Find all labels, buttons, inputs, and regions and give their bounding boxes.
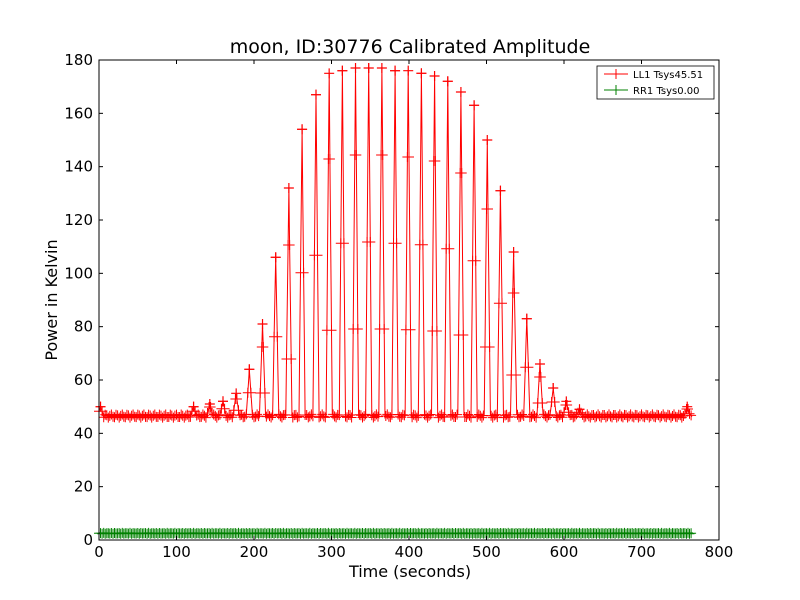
x-tick-label: 700 xyxy=(627,543,656,561)
series-ll1-peak xyxy=(376,63,387,73)
x-tick-label: 500 xyxy=(472,543,501,561)
series-ll1-peak xyxy=(482,135,493,145)
y-tick-label: 60 xyxy=(74,371,93,389)
x-tick-label: 300 xyxy=(317,543,346,561)
y-tick-label: 100 xyxy=(64,264,93,282)
series-ll1-peak xyxy=(324,68,335,79)
series-ll1-peak xyxy=(270,252,281,263)
series-ll1-peak xyxy=(548,383,559,393)
series-ll1-peak xyxy=(188,401,199,412)
y-axis-label: Power in Kelvin xyxy=(42,239,61,360)
series-ll1-peak xyxy=(442,76,453,87)
x-tick-label: 400 xyxy=(395,543,424,561)
series-ll1-peak xyxy=(218,396,228,407)
series-ll1-peak xyxy=(95,401,106,412)
series-layer xyxy=(94,63,697,539)
series-ll1-peak xyxy=(350,63,361,73)
y-tick-label: 180 xyxy=(64,51,93,69)
series-ll1-peak xyxy=(682,401,693,412)
legend-marker-ll1 xyxy=(611,69,621,79)
x-tick-label: 0 xyxy=(94,543,104,561)
x-tick-label: 800 xyxy=(705,543,734,561)
y-tick-label: 20 xyxy=(74,478,93,496)
legend-label-ll1: LL1 Tsys45.51 xyxy=(633,70,703,81)
y-tick-label: 80 xyxy=(74,318,93,336)
chart-title: moon, ID:30776 Calibrated Amplitude xyxy=(230,36,591,58)
series-ll1-peak xyxy=(204,399,215,409)
x-tick-label: 100 xyxy=(162,543,191,561)
series-ll1-peak xyxy=(363,63,374,73)
series-ll1-peak xyxy=(390,65,401,76)
y-tick-label: 140 xyxy=(64,158,93,176)
series-ll1-peak xyxy=(574,404,585,415)
legend: LL1 Tsys45.51 RR1 Tsys0.00 xyxy=(596,65,715,100)
series-ll1-peak xyxy=(337,65,348,76)
y-tick-label: 0 xyxy=(83,531,93,549)
series-ll1-peak xyxy=(297,124,308,135)
series-ll1-peak xyxy=(469,100,480,111)
series-ll1-peak xyxy=(257,319,268,329)
series-ll1-peak xyxy=(455,87,466,97)
y-tick-label: 160 xyxy=(64,104,93,122)
series-ll1-peak xyxy=(311,89,321,100)
series-rr1-markers xyxy=(94,527,697,539)
series-ll1-peak xyxy=(561,396,572,407)
x-tick-label: 200 xyxy=(240,543,269,561)
axis-layer: 0 100 200 300 400 500 600 700 800 0 20 40 60 80 100 120… xyxy=(64,51,733,561)
series-ll1-peak xyxy=(429,71,440,81)
series-ll1-peak xyxy=(534,359,545,369)
x-axis-label: Time (seconds) xyxy=(348,562,471,581)
series-ll1-peak xyxy=(244,364,255,375)
series-ll1-peak xyxy=(283,183,294,193)
x-tick-label: 600 xyxy=(550,543,579,561)
y-tick-label: 120 xyxy=(64,211,93,229)
series-ll1-peak xyxy=(416,68,427,79)
series-ll1-peak xyxy=(495,185,506,196)
series-ll1-peak xyxy=(521,313,532,324)
series-ll1-peak xyxy=(508,247,519,257)
series-ll1-peak xyxy=(403,65,414,76)
legend-label-rr1: RR1 Tsys0.00 xyxy=(633,86,700,97)
series-ll1-peak xyxy=(231,388,242,399)
y-tick-label: 40 xyxy=(74,424,93,442)
legend-marker-rr1 xyxy=(611,85,621,95)
